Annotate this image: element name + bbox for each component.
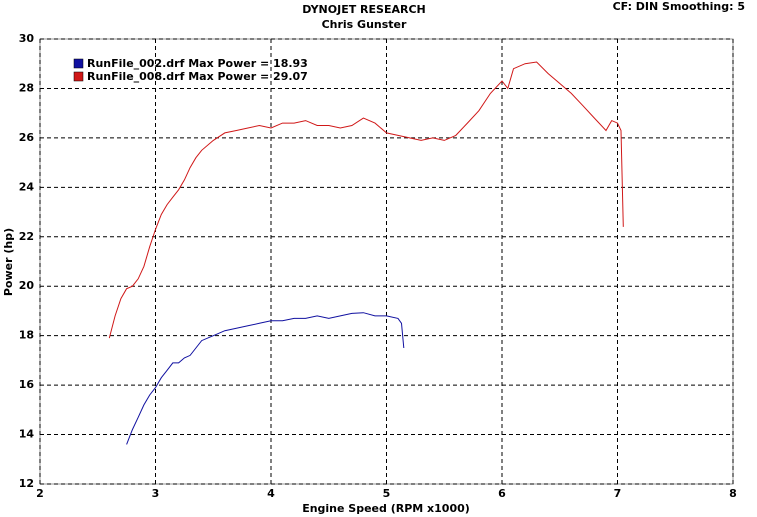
legend-swatch [73,71,84,82]
y-tick-label: 24 [19,180,35,193]
x-tick-label: 8 [729,487,737,500]
y-tick-label: 26 [19,131,35,144]
legend-swatch [73,58,84,69]
x-tick-label: 2 [36,487,44,500]
x-tick-label: 3 [152,487,160,500]
y-tick-label: 30 [19,32,35,45]
x-tick-label: 5 [383,487,391,500]
x-tick-label: 7 [614,487,622,500]
y-tick-label: 28 [19,81,34,94]
plot-frame [39,38,734,485]
y-tick-label: 20 [19,279,35,292]
y-tick-label: 14 [19,428,35,441]
settings-note: CF: DIN Smoothing: 5 [613,0,745,13]
y-tick-label: 16 [19,378,35,391]
power-line [126,312,405,445]
power-line [108,61,624,339]
x-tick-label: 6 [498,487,506,500]
legend-label: RunFile_002.drf Max Power = 18.93 [87,57,308,70]
legend-label: RunFile_008.drf Max Power = 29.07 [87,70,308,83]
y-tick-label: 12 [19,477,34,490]
chart-title: DYNOJET RESEARCH [302,3,425,16]
chart-subtitle: Chris Gunster [322,18,407,31]
y-tick-label: 18 [19,329,34,342]
y-axis-title: Power (hp) [2,228,15,296]
x-axis-title: Engine Speed (RPM x1000) [302,502,470,515]
y-tick-label: 22 [19,230,34,243]
x-tick-label: 4 [267,487,275,500]
